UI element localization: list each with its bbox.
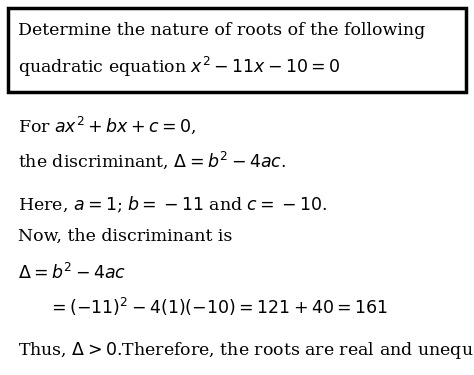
Text: quadratic equation $x^2 - 11x - 10 = 0$: quadratic equation $x^2 - 11x - 10 = 0$ bbox=[18, 55, 341, 79]
Text: For $ax^2 + bx + c = 0$,: For $ax^2 + bx + c = 0$, bbox=[18, 115, 196, 136]
Text: Thus, $\Delta > 0$.Therefore, the roots are real and unequal.: Thus, $\Delta > 0$.Therefore, the roots … bbox=[18, 340, 474, 361]
Text: Here, $a = 1$; $b = -11$ and $c = -10$.: Here, $a = 1$; $b = -11$ and $c = -10$. bbox=[18, 195, 327, 215]
Text: Now, the discriminant is: Now, the discriminant is bbox=[18, 228, 232, 245]
Text: $\Delta  = b^2 - 4ac$: $\Delta = b^2 - 4ac$ bbox=[18, 263, 126, 283]
Text: the discriminant, $\Delta = b^2 - 4ac$.: the discriminant, $\Delta = b^2 - 4ac$. bbox=[18, 150, 286, 171]
Text: Determine the nature of roots of the following: Determine the nature of roots of the fol… bbox=[18, 22, 425, 39]
FancyBboxPatch shape bbox=[8, 8, 466, 92]
Text: $= (-11)^2 - 4(1)(-10) = 121 + 40 = 161$: $= (-11)^2 - 4(1)(-10) = 121 + 40 = 161$ bbox=[48, 296, 388, 318]
